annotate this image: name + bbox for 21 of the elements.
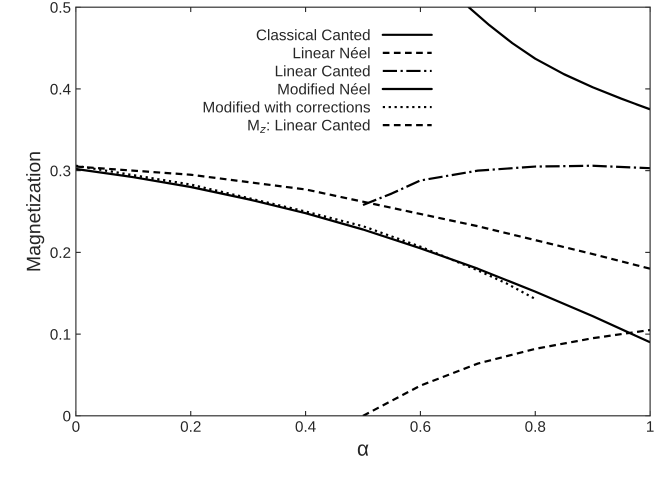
y-tick-label: 0.2 — [50, 247, 70, 258]
legend-label: M$_{z}$: Linear Canted — [248, 119, 370, 133]
x-tick-label: 0 — [72, 421, 80, 432]
x-tick-label: 0.2 — [180, 421, 201, 432]
y-tick-label: 0.1 — [50, 328, 70, 340]
y-tick-label: 0.5 — [50, 2, 70, 13]
x-tick-label: 1 — [647, 421, 654, 432]
legend-label: Modified Néel — [278, 83, 370, 94]
legend-label: Modified with corrections — [204, 101, 370, 113]
legend-label: Linear Canted — [276, 65, 370, 76]
line-series — [468, 7, 650, 110]
x-axis-title: α — [358, 444, 368, 456]
y-tick-label: 0 — [63, 410, 70, 422]
y-tick-label: 0.4 — [50, 84, 71, 95]
y-axis-title: Magnetization — [26, 152, 44, 270]
x-tick-label: 0.4 — [296, 421, 316, 432]
legend-label: Classical Canted — [256, 29, 370, 40]
legend-label: Linear Néel — [294, 46, 370, 58]
x-tick-label: 0.8 — [525, 421, 546, 432]
y-tick-label: 0.3 — [50, 166, 70, 176]
x-tick-label: 0.6 — [410, 421, 430, 432]
